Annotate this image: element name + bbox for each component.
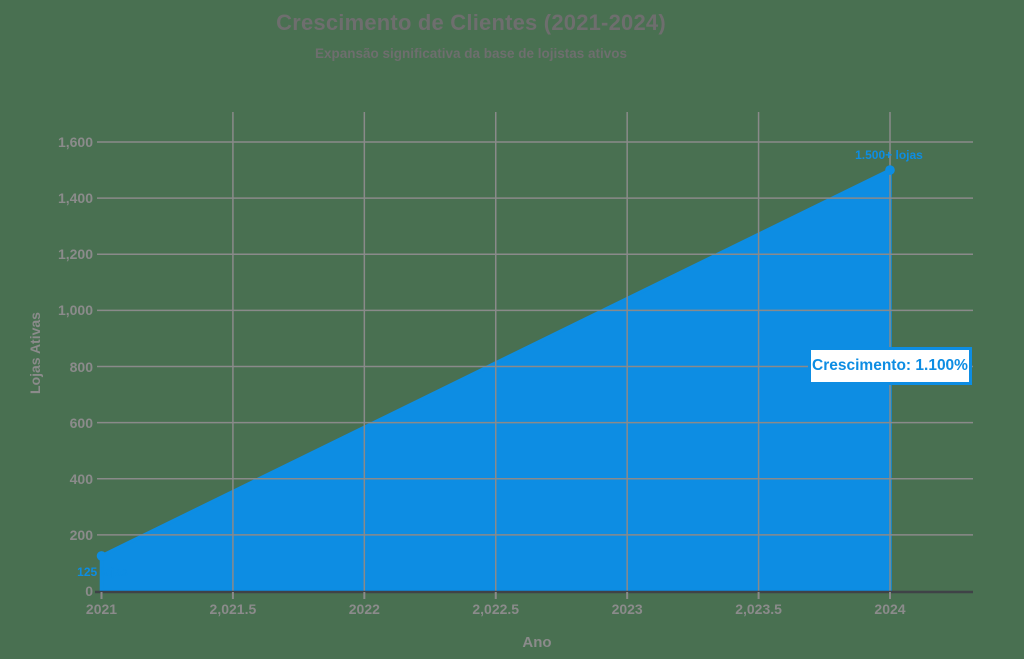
- y-tick-label: 1,600: [57, 134, 93, 150]
- data-point-label-start: 125 lojas: [77, 564, 128, 579]
- growth-annotation-box: Crescimento: 1.100%: [808, 347, 972, 385]
- y-tick-label: 0: [85, 583, 93, 599]
- x-tick-label: 2,021.5: [209, 601, 257, 617]
- y-tick-label: 1,000: [57, 302, 93, 319]
- x-tick-label: 2,022.5: [472, 601, 520, 617]
- x-tick-label: 2022: [348, 601, 380, 617]
- data-point-marker: [96, 551, 107, 561]
- x-axis-title: Ano: [522, 634, 552, 651]
- chart-title: Crescimento de Clientes (2021-2024): [276, 10, 666, 35]
- y-tick-label: 200: [69, 526, 93, 543]
- data-point-marker: [885, 165, 895, 175]
- y-tick-label: 800: [69, 358, 93, 375]
- data-point-label-end: 1.500+ lojas: [855, 148, 923, 163]
- x-tick-label: 2,023.5: [735, 601, 782, 617]
- y-tick-label: 600: [69, 414, 93, 431]
- x-tick-label: 2023: [611, 601, 643, 617]
- y-tick-label: 400: [69, 470, 93, 487]
- x-tick-label: 2021: [85, 601, 118, 617]
- y-tick-label: 1,200: [57, 246, 93, 263]
- chart-subtitle: Expansão significativa da base de lojist…: [314, 46, 628, 61]
- y-tick-label: 1,400: [57, 190, 93, 207]
- x-tick-label: 2024: [874, 601, 906, 617]
- growth-annotation-text: Crescimento: 1.100%: [812, 357, 968, 374]
